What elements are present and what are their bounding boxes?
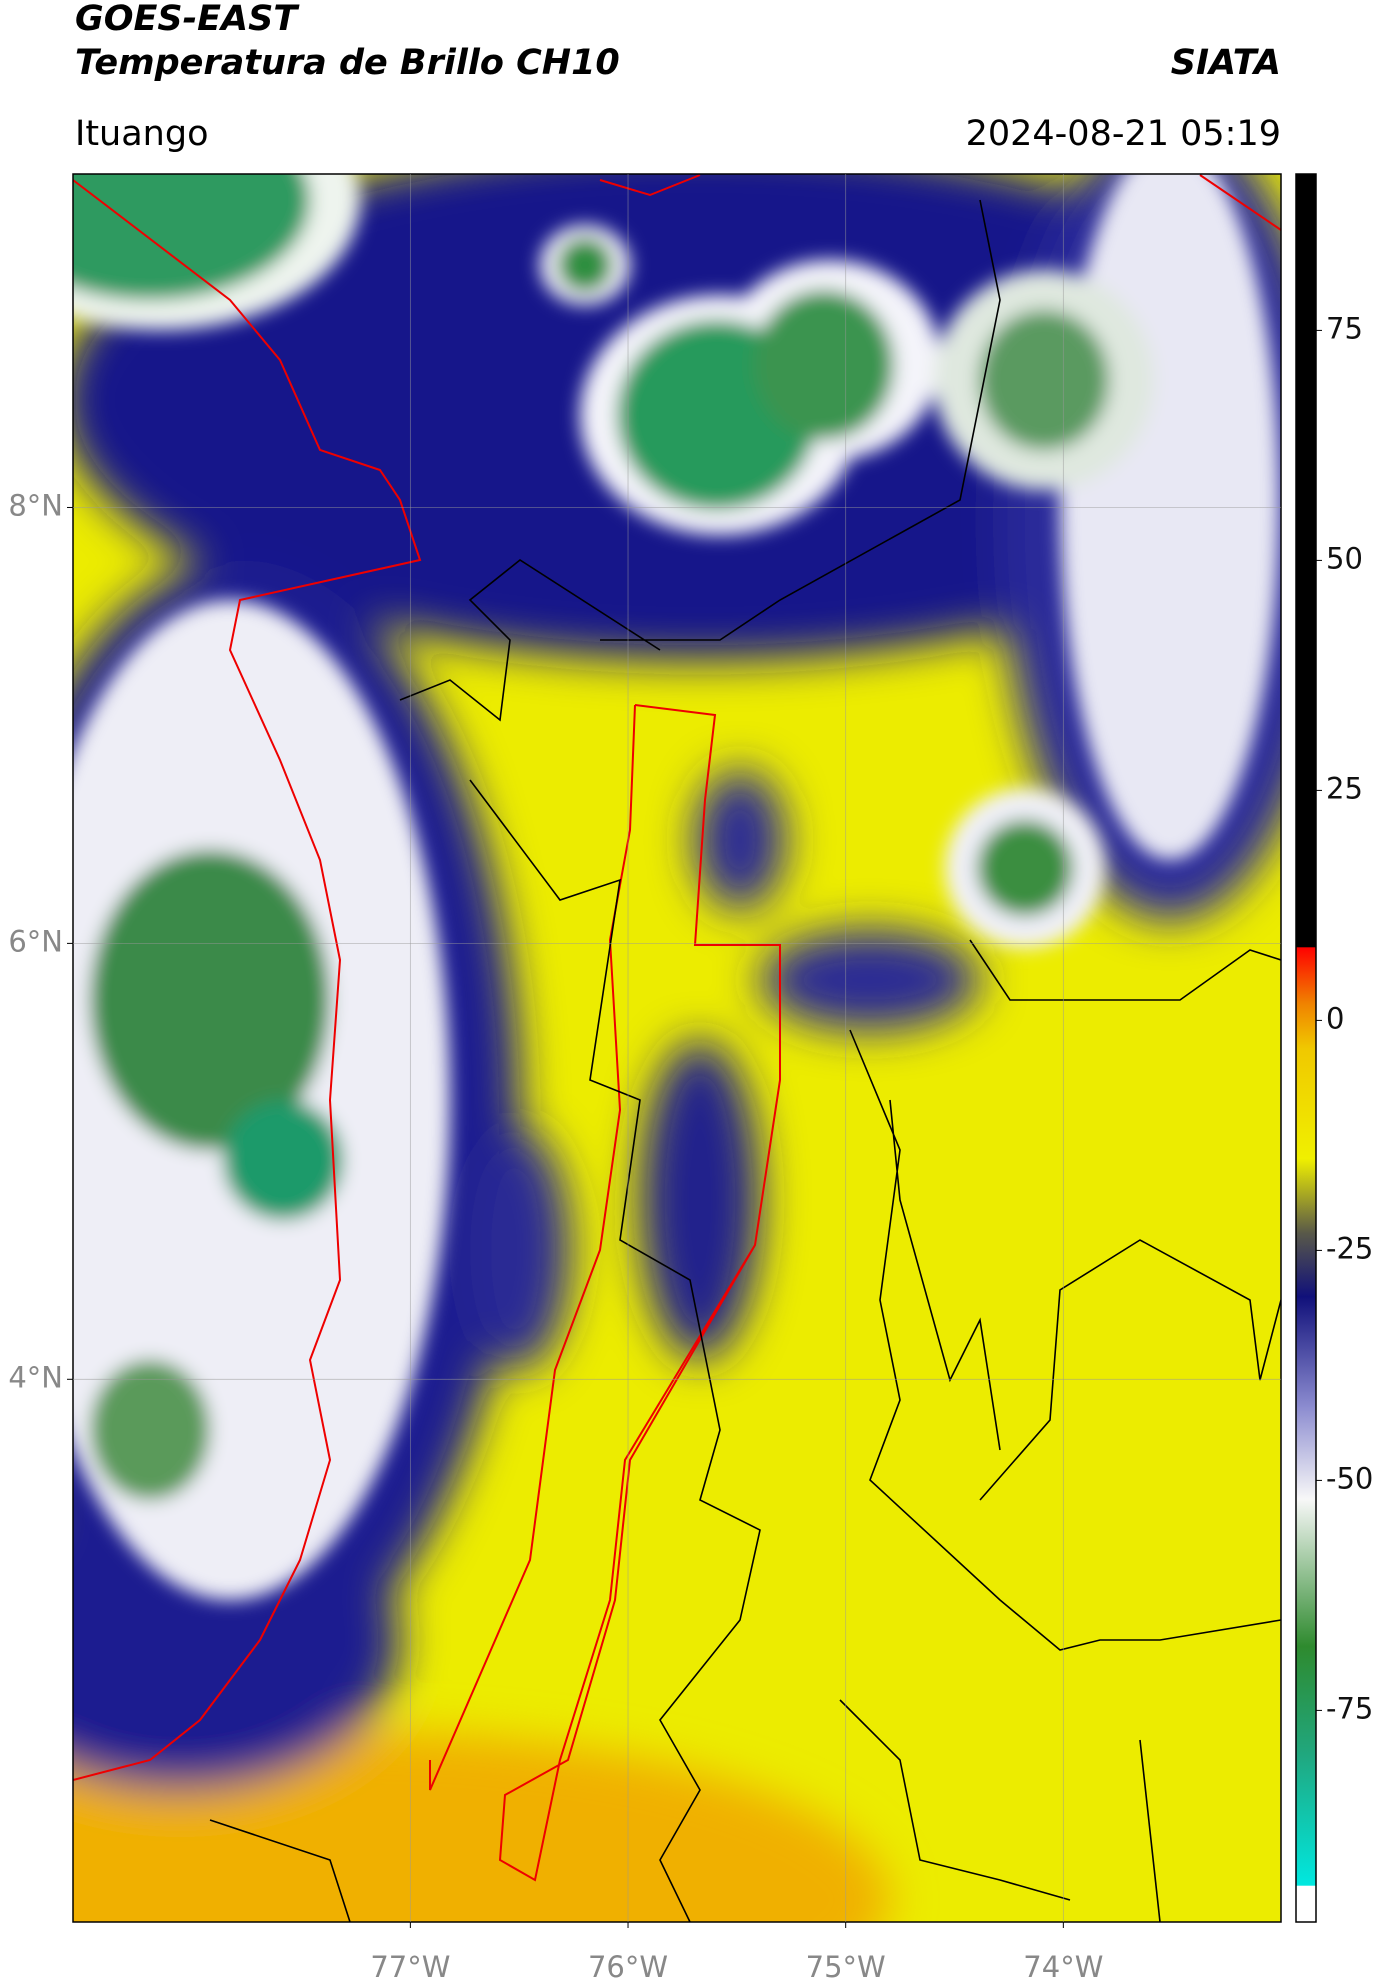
x-tick-label: 76°W — [588, 1950, 668, 1981]
colorbar-segment — [1296, 946, 1316, 1003]
colorbar-segment — [1296, 1002, 1316, 1049]
colorbar-label: 25 — [1326, 771, 1363, 805]
colorbar-label: -50 — [1326, 1461, 1373, 1495]
colorbar-segment — [1296, 1885, 1316, 1923]
source: SIATA — [1171, 43, 1281, 83]
colorbar-segment — [1296, 1406, 1316, 1500]
colorbar-segment — [1296, 174, 1316, 948]
datetime: 2024-08-21 05:19 — [966, 114, 1281, 154]
x-tick-label: 75°W — [806, 1950, 886, 1981]
colorbar-label: -25 — [1326, 1231, 1373, 1265]
colorbar-segment — [1296, 1048, 1316, 1159]
y-tick-label: 8°N — [8, 488, 63, 522]
colorbar-segment — [1296, 1232, 1316, 1297]
colorbar-segment — [1296, 1756, 1316, 1886]
y-tick-label: 4°N — [8, 1360, 63, 1394]
location: Ituango — [75, 114, 209, 154]
x-tick-label: 77°W — [370, 1950, 450, 1981]
colorbar-label: 0 — [1326, 1001, 1344, 1035]
colorbar-label: 75 — [1326, 311, 1363, 345]
colorbar-frame — [1295, 173, 1317, 1923]
y-tick-label: 6°N — [8, 924, 63, 958]
satellite-image — [73, 174, 1281, 1922]
colorbar-segment — [1296, 1646, 1316, 1757]
colorbar-segment — [1296, 1296, 1316, 1408]
title: GOES-EAST — [75, 0, 300, 39]
subtitle: Temperatura de Brillo CH10 — [75, 43, 620, 83]
map-frame — [72, 173, 1282, 1923]
colorbar-label: -75 — [1326, 1691, 1373, 1725]
colorbar-segment — [1296, 1158, 1316, 1233]
x-tick-label: 74°W — [1023, 1950, 1103, 1981]
colorbar-label: 50 — [1326, 541, 1363, 575]
colorbar-segment — [1296, 1498, 1316, 1647]
